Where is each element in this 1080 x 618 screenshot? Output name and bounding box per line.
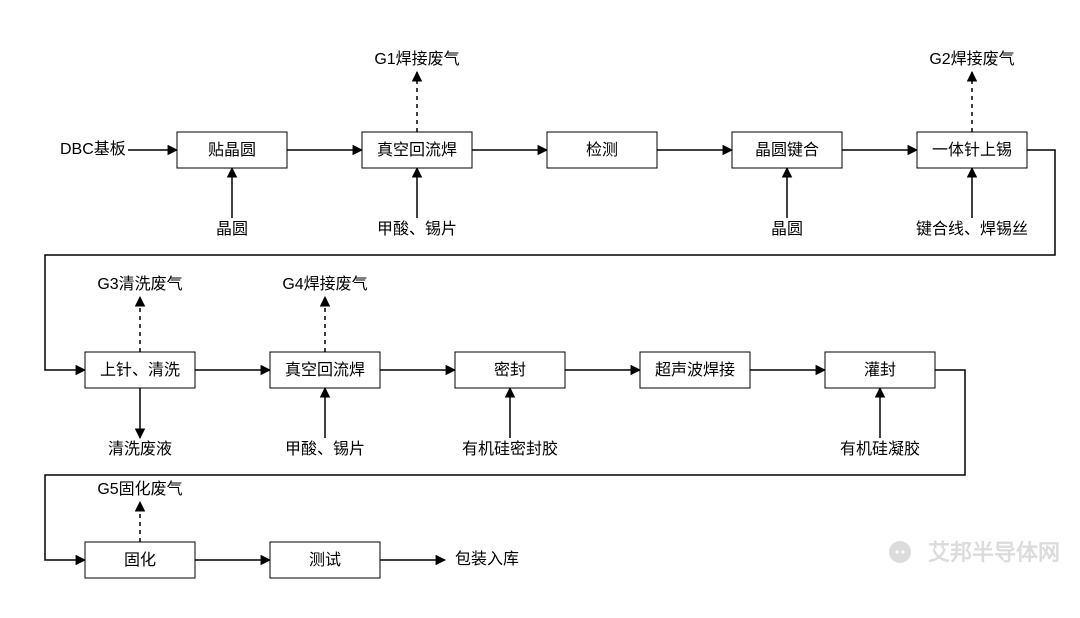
- box-label: 真空回流焊: [285, 361, 365, 379]
- box-label: 贴晶圆: [208, 141, 256, 159]
- text-in5: 键合线、焊锡丝: [916, 220, 1028, 238]
- edge-n5-n6: [45, 150, 1055, 370]
- process-box-n12: 测试: [270, 542, 380, 578]
- text-in2: 甲酸、锡片: [377, 220, 457, 238]
- process-box-n11: 固化: [85, 542, 195, 578]
- process-box-n2: 真空回流焊: [362, 132, 472, 168]
- text-in1: 晶圆: [216, 220, 248, 238]
- text-g5: G5固化废气: [97, 480, 182, 498]
- text-g2: G2焊接废气: [929, 50, 1014, 68]
- edge-n10-n11: [45, 370, 965, 560]
- process-box-n7: 真空回流焊: [270, 352, 380, 388]
- box-label: 晶圆键合: [755, 141, 819, 159]
- process-box-n6: 上针、清洗: [85, 352, 195, 388]
- process-box-n8: 密封: [455, 352, 565, 388]
- text-in7: 甲酸、锡片: [285, 440, 365, 458]
- text-g4: G4焊接废气: [282, 275, 367, 293]
- box-label: 密封: [494, 361, 526, 379]
- text-out6: 清洗废液: [108, 440, 172, 458]
- text-in4: 晶圆: [771, 220, 803, 238]
- box-label: 真空回流焊: [377, 141, 457, 159]
- text-in8: 有机硅密封胶: [462, 440, 558, 458]
- process-box-n3: 检测: [547, 132, 657, 168]
- box-label: 测试: [309, 551, 341, 569]
- svg-text:艾邦半导体网: 艾邦半导体网: [928, 540, 1060, 565]
- box-label: 一体针上锡: [932, 141, 1012, 159]
- watermark: 艾邦半导体网: [889, 540, 1060, 565]
- process-box-n1: 贴晶圆: [177, 132, 287, 168]
- process-box-n5: 一体针上锡: [917, 132, 1027, 168]
- text-dbc: DBC基板: [60, 140, 126, 158]
- box-label: 检测: [586, 141, 618, 159]
- box-label: 固化: [124, 551, 156, 569]
- text-g3: G3清洗废气: [97, 275, 182, 293]
- process-box-n4: 晶圆键合: [732, 132, 842, 168]
- box-label: 超声波焊接: [655, 361, 735, 379]
- box-label: 上针、清洗: [100, 361, 180, 379]
- text-g1: G1焊接废气: [374, 50, 459, 68]
- process-box-n10: 灌封: [825, 352, 935, 388]
- flowchart: DBC基板贴晶圆真空回流焊检测晶圆键合一体针上锡晶圆甲酸、锡片晶圆键合线、焊锡丝…: [0, 0, 1080, 618]
- text-pkg: 包装入库: [455, 550, 519, 568]
- box-label: 灌封: [864, 361, 896, 379]
- process-box-n9: 超声波焊接: [640, 352, 750, 388]
- text-in10: 有机硅凝胶: [840, 440, 920, 458]
